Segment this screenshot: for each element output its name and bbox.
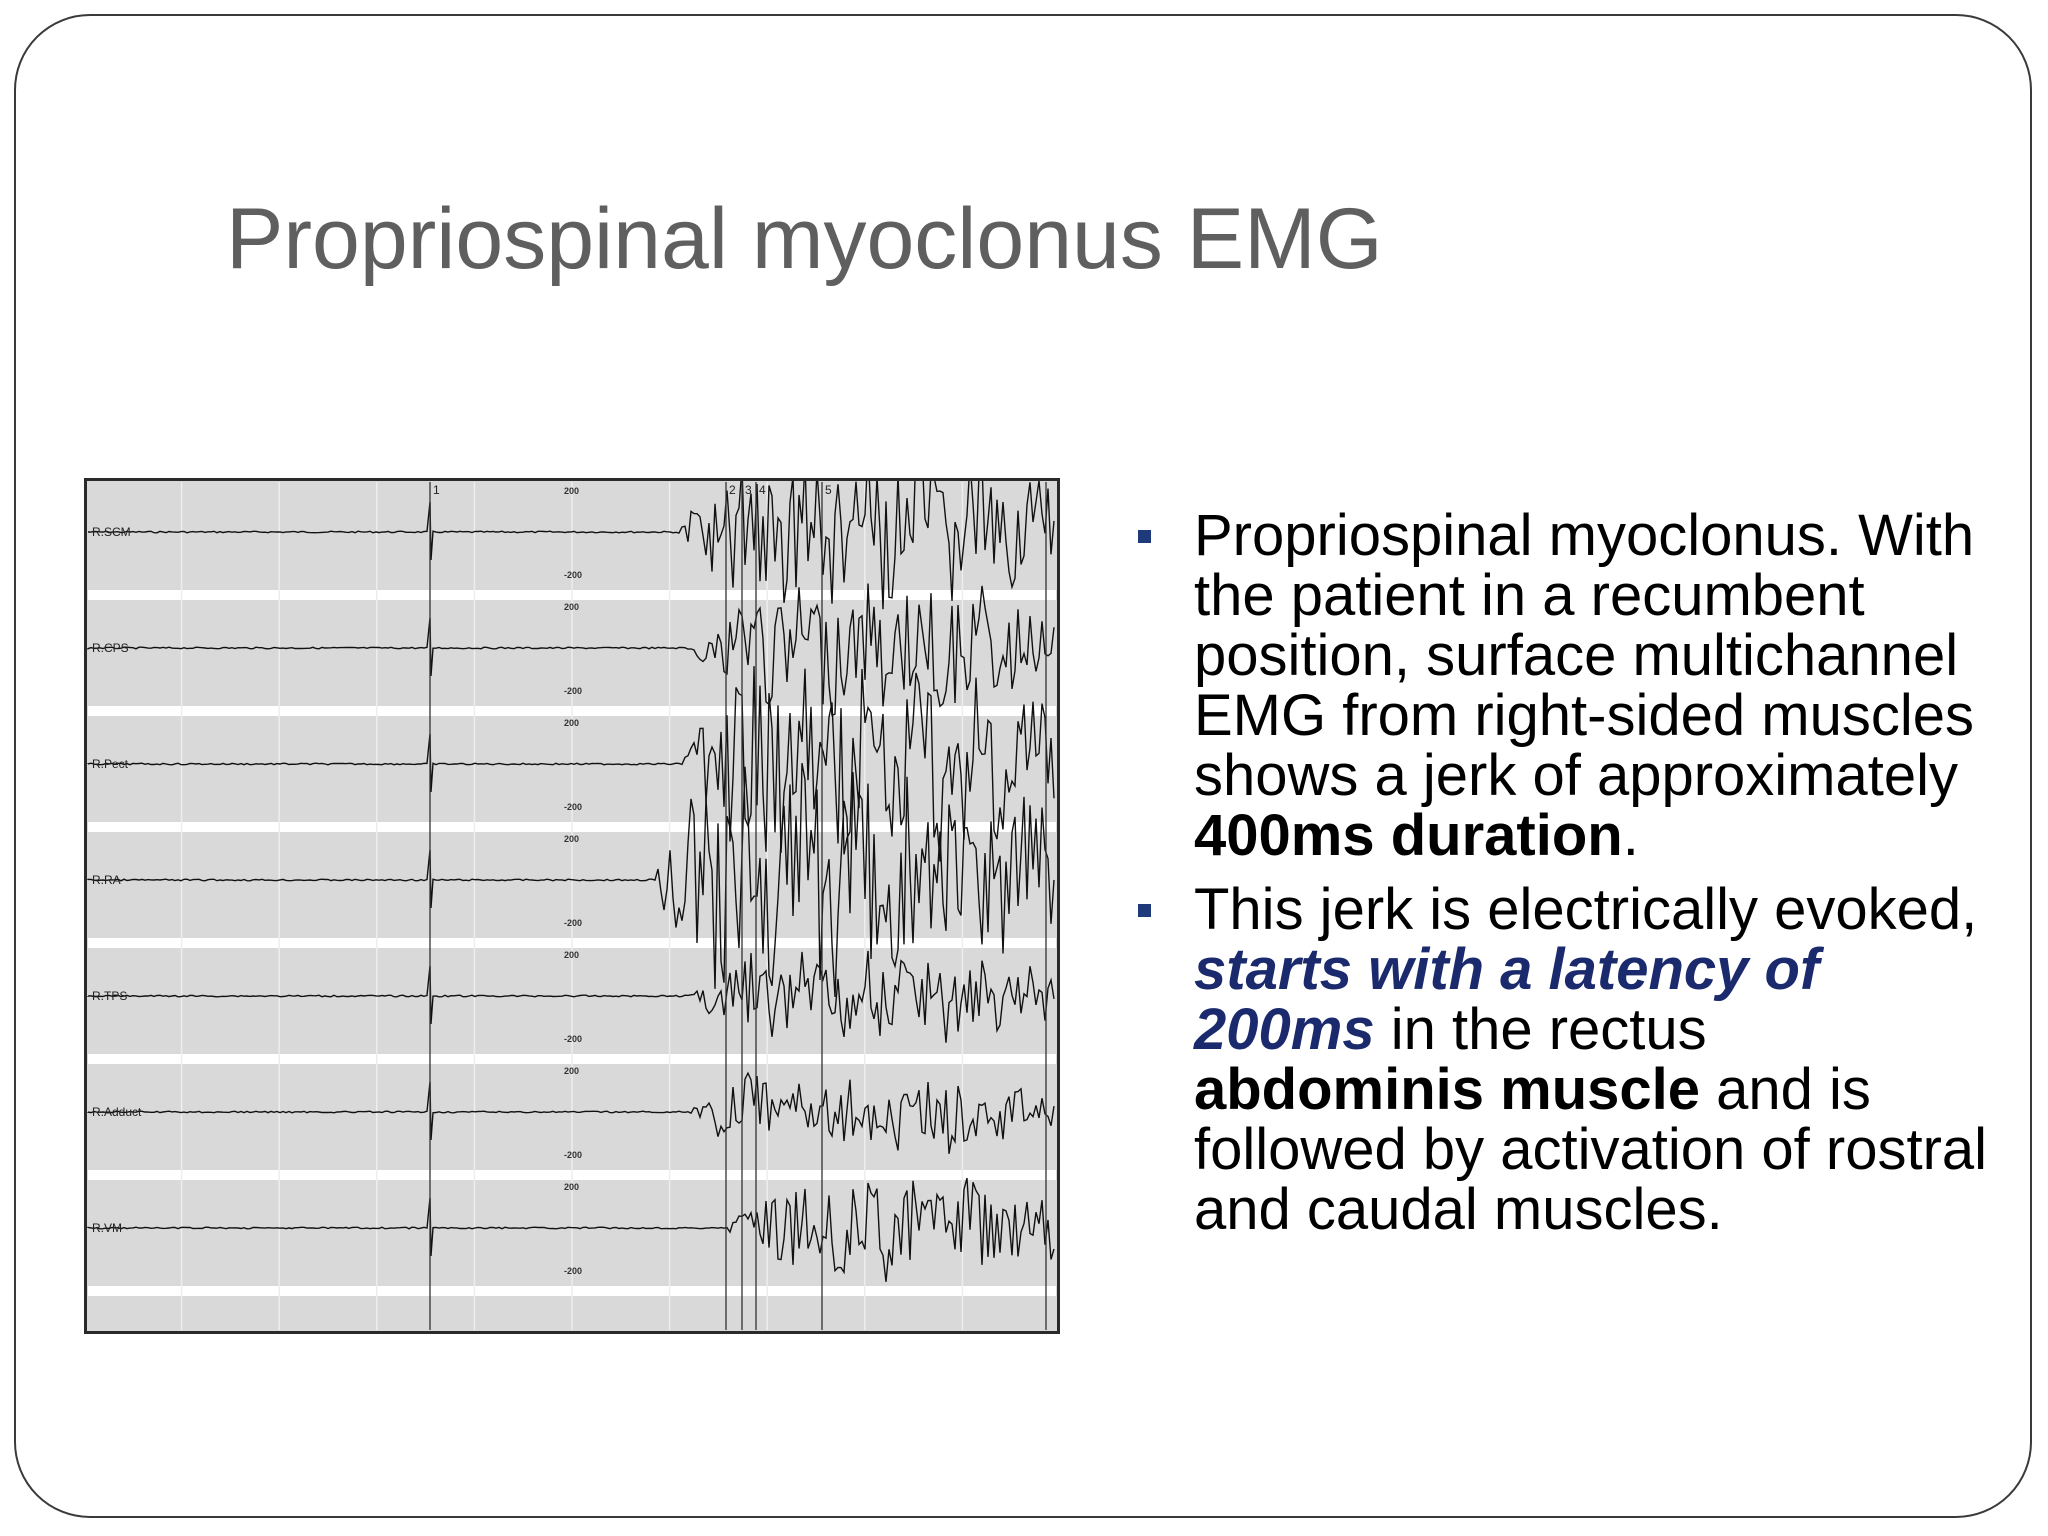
emg-trace (87, 666, 1055, 862)
emg-border (84, 478, 1060, 1334)
bullet-list: Propriospinal myoclonus. With the patien… (1128, 506, 1988, 1254)
channel-label: R.VM (92, 1221, 122, 1235)
marker-label: 5 (825, 483, 832, 497)
bullet-item-2: This jerk is electrically evoked, starts… (1128, 880, 1988, 1240)
emg-trace (87, 478, 1055, 610)
bullet-2-end: and is followed by activation of rostral… (1194, 1057, 1988, 1242)
bullet-1-end: . (1622, 803, 1639, 868)
scale-label-top: 200 (564, 1066, 579, 1076)
scale-label-top: 200 (564, 486, 579, 496)
channel-label: R.TPS (92, 989, 127, 1003)
square-bullet-icon (1138, 530, 1151, 543)
emg-trace (87, 950, 1055, 1043)
bullet-2-mid: in the rectus (1374, 997, 1707, 1062)
scale-label-bottom: -200 (564, 1150, 582, 1160)
scale-label-top: 200 (564, 1182, 579, 1192)
emg-trace (87, 583, 1055, 717)
bullet-2-bold: abdominis muscle (1194, 1057, 1701, 1122)
scale-label-bottom: -200 (564, 570, 582, 580)
scale-label-top: 200 (564, 834, 579, 844)
marker-label: 4 (759, 483, 766, 497)
emg-trace (87, 1177, 1055, 1282)
scale-label-bottom: -200 (564, 1266, 582, 1276)
channel-label: R.SCM (92, 525, 131, 539)
channel-label: R.Adduct (92, 1105, 142, 1119)
scale-label-top: 200 (564, 950, 579, 960)
scale-label-top: 200 (564, 718, 579, 728)
marker-label: 3 (745, 483, 752, 497)
emg-trace (87, 1071, 1055, 1154)
bullet-2-text: This jerk is electrically evoked, (1194, 877, 1978, 942)
square-bullet-icon (1138, 904, 1151, 917)
bullet-1-text: Propriospinal myoclonus. With the patien… (1194, 503, 1975, 808)
bullet-2-emphasis: starts with a latency of 200ms (1194, 937, 1820, 1062)
scale-label-top: 200 (564, 602, 579, 612)
slide-title: Propriospinal myoclonus EMG (226, 191, 1383, 287)
scale-label-bottom: -200 (564, 802, 582, 812)
bullet-1-bold: 400ms duration (1194, 803, 1623, 868)
emg-trace (87, 762, 1055, 998)
scale-label-bottom: -200 (564, 918, 582, 928)
scale-label-bottom: -200 (564, 1034, 582, 1044)
channel-label: R.RA (92, 873, 121, 887)
bullet-item-1: Propriospinal myoclonus. With the patien… (1128, 506, 1988, 866)
scale-label-bottom: -200 (564, 686, 582, 696)
marker-label: 1 (433, 483, 440, 497)
marker-label: 2 (729, 483, 736, 497)
channel-label: R.CPS (92, 641, 129, 655)
channel-label: R.Pect (92, 757, 129, 771)
